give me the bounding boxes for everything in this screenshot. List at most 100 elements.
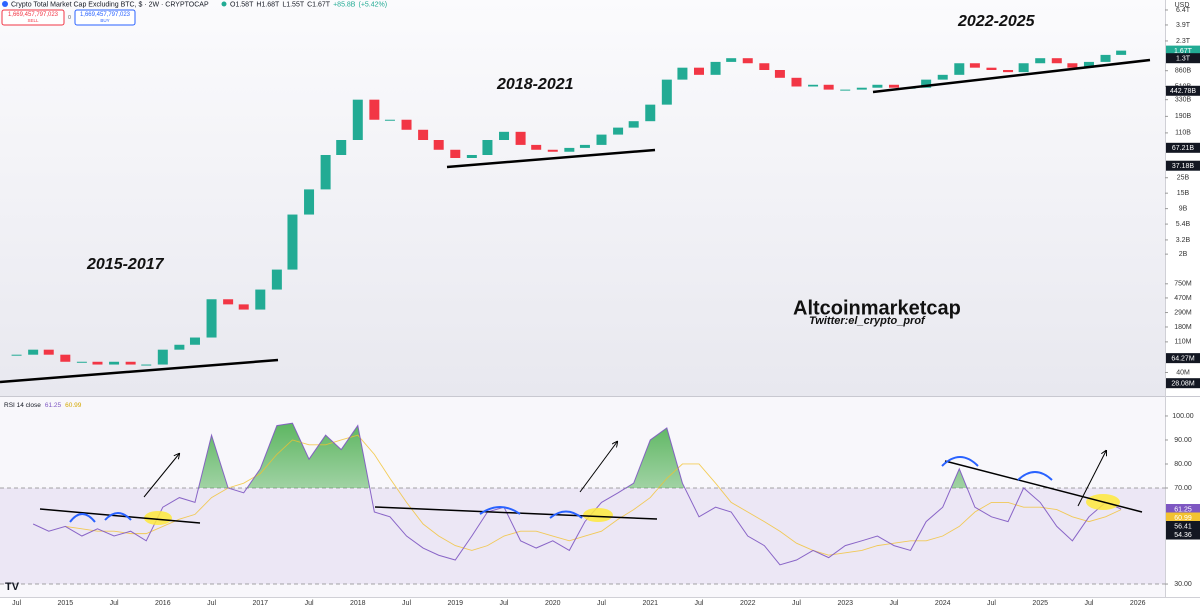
close: C1.67T: [307, 1, 331, 8]
candle: [1067, 63, 1078, 68]
high: H1.68T: [256, 1, 280, 8]
price-marker: [1166, 45, 1200, 56]
price-marker-label: 37.18B: [1172, 163, 1195, 170]
candle: [823, 84, 834, 90]
price-marker: [1166, 504, 1200, 515]
price-marker-label: 60.99: [1174, 515, 1192, 522]
arc: [1017, 471, 1053, 481]
x-tick-label: 2018: [350, 600, 366, 607]
x-tick-label: Jul: [987, 600, 996, 607]
candle: [109, 361, 120, 365]
price-marker-label: 61.25: [1174, 506, 1192, 513]
y-tick-label: 2B: [1179, 251, 1188, 258]
x-tick-label: Jul: [890, 600, 899, 607]
candle: [223, 299, 234, 305]
change: +85.8B: [333, 1, 356, 8]
y-tick-label: 9B: [1179, 205, 1188, 212]
buy-button[interactable]: [74, 9, 136, 26]
x-tick-label: 2016: [155, 600, 171, 607]
candle: [76, 361, 87, 363]
chart-title: Crypto Total Market Cap Excluding BTC, $…: [11, 1, 209, 8]
price-marker: [1166, 142, 1200, 153]
price-marker-label: 1.67T: [1174, 48, 1193, 55]
price-marker: [1166, 512, 1200, 523]
candle: [579, 144, 590, 148]
candle: [759, 63, 770, 70]
price-marker-label: 442.78B: [1170, 88, 1196, 95]
candle: [401, 119, 412, 130]
x-tick-label: Jul: [207, 600, 216, 607]
x-tick-label: 2020: [545, 600, 561, 607]
arc: [104, 512, 132, 521]
candle: [774, 69, 785, 78]
y-tick-label: 3.2B: [1176, 237, 1191, 244]
candle: [694, 67, 704, 75]
x-tick-label: Jul: [500, 600, 509, 607]
arc: [69, 513, 96, 523]
candle: [287, 214, 298, 270]
candle: [791, 77, 802, 87]
rsi-drawings: [39, 442, 1143, 525]
candle: [384, 119, 395, 121]
sell-label: SELL: [27, 18, 39, 23]
plot-layer: [11, 50, 1127, 566]
x-tick-label: 2019: [447, 600, 463, 607]
y-tick-label: 750M: [1174, 281, 1192, 288]
y-tick-label: 25B: [1177, 175, 1190, 182]
open: O1.58T: [230, 1, 254, 8]
buy-label: BUY: [100, 18, 109, 23]
y-tick-label: 190B: [1175, 113, 1192, 120]
candle: [189, 337, 200, 345]
candle: [482, 140, 493, 155]
y-tick-label: 2.3T: [1176, 38, 1191, 45]
candle: [369, 99, 380, 120]
arrow: [143, 454, 179, 498]
period-label: 2015-2017: [86, 256, 165, 273]
candle: [206, 299, 217, 338]
rsi-title: RSI 14 close: [4, 402, 41, 409]
rsi-last: 61.25: [45, 402, 62, 409]
y-tick-label: 90.00: [1174, 437, 1192, 444]
highlight: [144, 511, 172, 525]
candle: [645, 104, 656, 122]
price-marker-label: 67.21B: [1172, 145, 1195, 152]
x-tick-label: Jul: [402, 600, 411, 607]
buy-price: 1,669,457,797,023: [80, 12, 131, 18]
candle: [336, 140, 347, 155]
candle: [28, 349, 39, 355]
y-tick-label: 3.9T: [1176, 22, 1191, 29]
watermark-handle: Twitter:el_crypto_prof: [809, 315, 926, 327]
y-tick-label: 100.00: [1172, 413, 1194, 420]
candle: [304, 189, 315, 215]
candle: [255, 289, 266, 310]
candle: [564, 147, 575, 152]
candle: [418, 129, 429, 141]
trend-line: [374, 506, 658, 520]
y-tick-label: 6.4T: [1176, 7, 1191, 14]
candle: [726, 58, 737, 62]
candle: [43, 349, 54, 355]
candle: [661, 79, 672, 105]
ohlc-legend: O1.58T H1.68T L1.55T C1.67T +85.8B (+5.42%): [230, 1, 387, 8]
candle: [11, 354, 22, 356]
x-tick-label: 2015: [58, 600, 74, 607]
y-tick-label: 5.4B: [1176, 221, 1191, 228]
price-marker: [1166, 160, 1200, 171]
x-tick-label: Jul: [695, 600, 704, 607]
x-tick-label: Jul: [792, 600, 801, 607]
rsi-legend: RSI 14 close 61.25 60.99: [4, 402, 82, 409]
candle: [60, 354, 71, 362]
y-tick-label: 110M: [1175, 339, 1192, 346]
candle: [1116, 50, 1127, 55]
sell-button[interactable]: [1, 9, 65, 26]
candle: [808, 84, 819, 87]
candle: [531, 144, 542, 150]
price-marker: [1166, 529, 1200, 540]
candle: [986, 67, 997, 70]
y-tick-label: 110B: [1175, 130, 1191, 137]
y-tick-label: 860B: [1175, 68, 1192, 75]
candle: [677, 67, 688, 80]
currency-label: USD: [1175, 2, 1190, 9]
candle: [921, 79, 932, 88]
